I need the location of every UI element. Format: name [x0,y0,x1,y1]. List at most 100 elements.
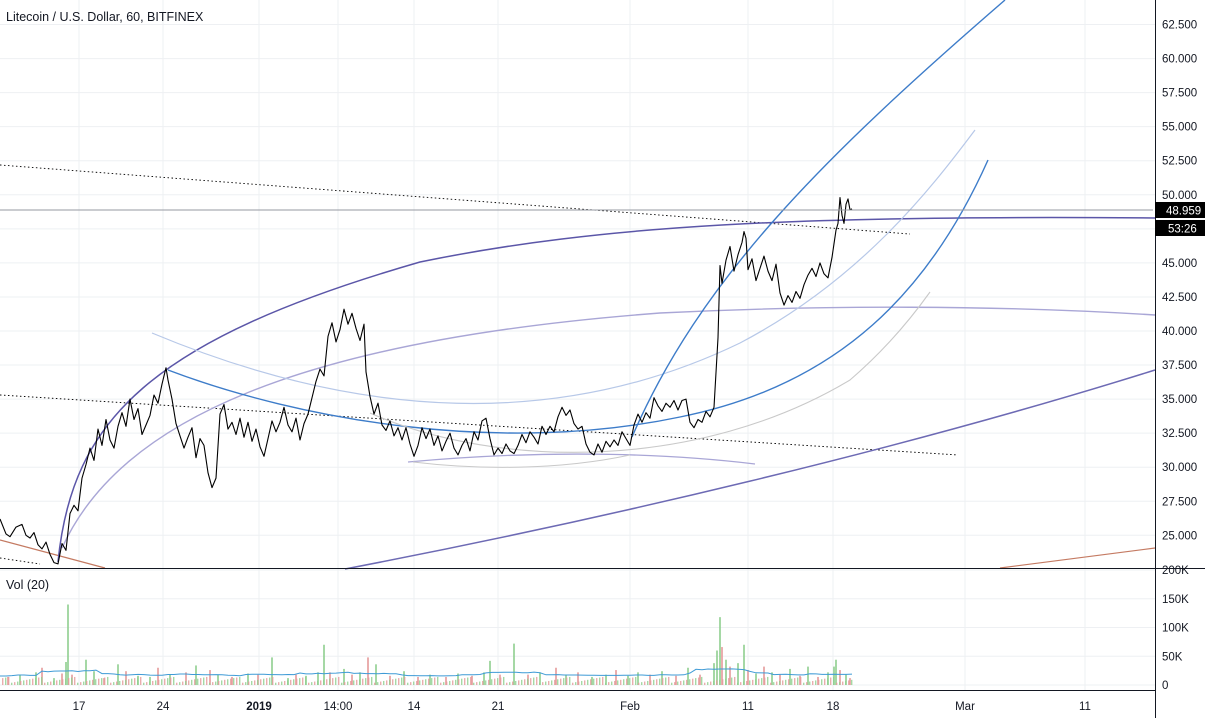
volume-bar [362,678,364,685]
volume-bar [104,677,106,685]
volume-bar [65,678,67,685]
volume-bar [236,677,238,685]
volume-bar [254,680,256,685]
price-axis-tick: 35.000 [1162,394,1197,406]
volume-bar [779,674,781,685]
volume-bar [485,680,487,685]
volume-bar [143,682,145,685]
volume-bar [149,681,151,685]
volume-bar [551,680,553,685]
volume-bar [263,678,265,685]
time-axis-tick: 21 [492,701,505,713]
volume-bar [212,682,214,685]
volume-bar [555,667,557,685]
chart-title: Litecoin / U.S. Dollar, 60, BITFINEX [6,10,204,24]
volume-bar [5,677,7,685]
volume-bar [740,682,742,685]
volume-bar [269,677,271,685]
volume-bar [809,681,811,685]
volume-bar [710,681,712,685]
volume-bar [338,676,340,685]
volume-bar [675,675,677,685]
countdown-tag: 53:26 [1155,220,1205,236]
price-axis-tick: 45.000 [1162,258,1197,270]
arc-light-upper[interactable] [61,306,1156,549]
volume-axis-tick: 150K [1162,594,1189,606]
volume-bar [429,674,431,685]
volume-bar [290,679,292,685]
arc-blue-bowl[interactable] [167,159,989,434]
volume-bar [343,668,345,685]
volume-bar [350,680,352,685]
time-axis-tick: 24 [157,701,170,713]
volume-bar [807,666,809,685]
volume-bar [239,676,241,685]
arc-big-bottom[interactable] [344,369,1156,570]
grid [0,0,1155,690]
volume-bar [59,679,61,685]
volume-bar [67,604,69,685]
volume-bar [275,682,277,685]
volume-bar [35,678,37,685]
volume-bar [299,678,301,685]
arc-blue-steep[interactable] [631,0,1006,438]
volume-bar [323,679,325,685]
volume-bar [50,681,52,685]
dotted-trendline-short[interactable] [0,557,41,565]
volume-bar [686,679,688,685]
volume-bar [32,678,34,685]
time-axis-tick: 2019 [246,701,272,713]
time-axis-tick: 11 [1079,701,1091,713]
volume-bar [209,682,211,685]
volume-bar [788,679,790,685]
time-axis[interactable]: 17 24 2019 14:00 14 21 Feb 11 18 Mar 11 [73,701,1091,713]
volume-bar [637,672,639,685]
arc-faint-bowl[interactable] [151,129,976,405]
arc-grey-left[interactable] [412,454,631,468]
volume-bar [217,674,219,685]
volume-bar [443,682,445,685]
volume-bar [107,676,109,685]
price-axis-tick: 52.500 [1162,156,1197,168]
volume-bar [605,674,607,685]
volume-bar [74,676,76,685]
volume-bar [452,680,454,685]
volume-bar [242,682,244,685]
volume-bar [842,681,844,685]
price-axis[interactable]: 62.50060.00057.50055.00052.50050.00047.5… [1162,20,1197,543]
volume-bar [152,680,154,685]
volume-axis[interactable]: 200K 150K 100K 50K 0 [1162,565,1189,692]
volume-bar [476,682,478,685]
brown-trendline-left[interactable] [0,539,106,569]
volume-bar [353,680,355,685]
volume-bar [761,678,763,685]
volume-bar [833,666,835,685]
volume-bar [836,682,838,685]
volume-bar [692,678,694,685]
bar-countdown: 53:26 [1168,224,1197,236]
volume-bar [644,681,646,685]
volume-bar [41,667,43,685]
brown-trendline-right[interactable] [999,547,1156,569]
volume-bar [587,679,589,685]
arc-grey-bowl[interactable] [369,291,931,453]
price-axis-tick: 27.500 [1162,496,1197,508]
drawing-layer [0,0,1156,570]
volume-bar [578,681,580,685]
volume-bar [470,676,472,685]
volume-bar [851,679,853,685]
price-axis-tick: 62.500 [1162,20,1197,32]
volume-bar [389,679,391,685]
volume-bar [699,674,701,685]
volume-bar [251,680,253,685]
price-series-line[interactable] [0,196,853,565]
volume-bar [188,680,190,685]
volume-bar [323,644,325,685]
volume-bar [38,677,40,685]
volume-bar [92,679,94,685]
arc-big-dark[interactable] [57,216,1156,563]
arc-light-lower[interactable] [407,453,756,465]
volume-bar [80,682,82,685]
volume-bar [377,682,379,685]
